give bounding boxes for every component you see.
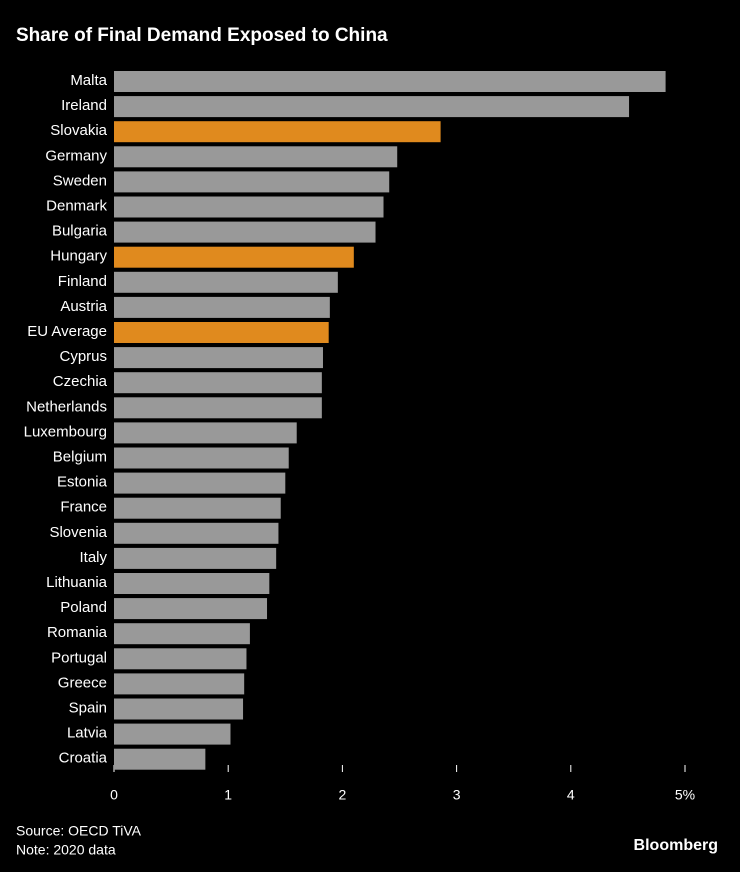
bar [114,547,277,569]
bar [114,146,398,168]
bar [114,397,322,419]
bar [114,121,441,143]
bar [114,472,286,494]
brand: Bloomberg [634,837,718,854]
bar [114,748,206,770]
bar [114,246,354,268]
y-tick-label: Czechia [53,373,108,390]
y-tick-label: Lithuania [46,574,108,591]
y-tick-label: Portugal [51,649,107,666]
y-tick-label: France [60,499,107,516]
chart-title: Share of Final Demand Exposed to China [16,25,388,46]
y-tick-label: Austria [60,298,107,315]
x-tick-label: 0 [110,787,118,803]
bar [114,673,245,695]
y-tick-label: Malta [70,72,107,89]
y-tick-label: Luxembourg [24,423,107,440]
y-tick-label: Denmark [46,197,107,214]
y-tick-label: Romania [47,624,108,641]
note: Note: 2020 data [16,842,116,858]
bar [114,598,268,620]
x-tick-label: 4 [567,787,575,803]
y-tick-label: Latvia [67,725,108,742]
y-tick-label: Poland [60,599,107,616]
y-tick-label: Slovakia [50,122,107,139]
x-tick-label: 3 [453,787,461,803]
bar [114,271,338,293]
bar [114,322,329,343]
bar [114,372,322,394]
bar [114,522,279,544]
bar [114,96,630,118]
y-tick-label: Belgium [53,448,107,465]
y-tick-label: Sweden [53,172,107,189]
y-tick-label: Croatia [59,750,108,767]
y-tick-label: Hungary [50,248,107,265]
bar [114,221,376,243]
y-tick-label: Slovenia [49,524,107,541]
bar [114,347,323,369]
y-tick-label: Germany [45,147,107,164]
bar [114,573,270,594]
bar [114,497,281,519]
y-tick-label: Netherlands [26,398,107,415]
bar [114,171,390,193]
x-tick-label: 2 [339,787,347,803]
y-tick-label: Cyprus [59,348,107,365]
x-tick-label: 5% [675,787,695,803]
bar [114,723,231,745]
y-tick-label: Ireland [61,97,107,114]
source: Source: OECD TiVA [16,823,142,839]
bar [114,447,289,469]
bar [114,196,384,218]
y-tick-label: Italy [79,549,107,566]
y-tick-label: Bulgaria [52,223,108,240]
bar [114,71,666,92]
y-tick-label: Estonia [57,474,108,491]
bar [114,623,250,645]
bar [114,296,330,318]
x-tick-label: 1 [224,787,232,803]
y-tick-label: Greece [58,674,107,691]
y-tick-label: EU Average [27,323,107,340]
bar [114,698,244,720]
bar [114,422,297,444]
y-tick-label: Finland [58,273,107,290]
bar [114,648,247,670]
y-tick-label: Spain [69,699,107,716]
